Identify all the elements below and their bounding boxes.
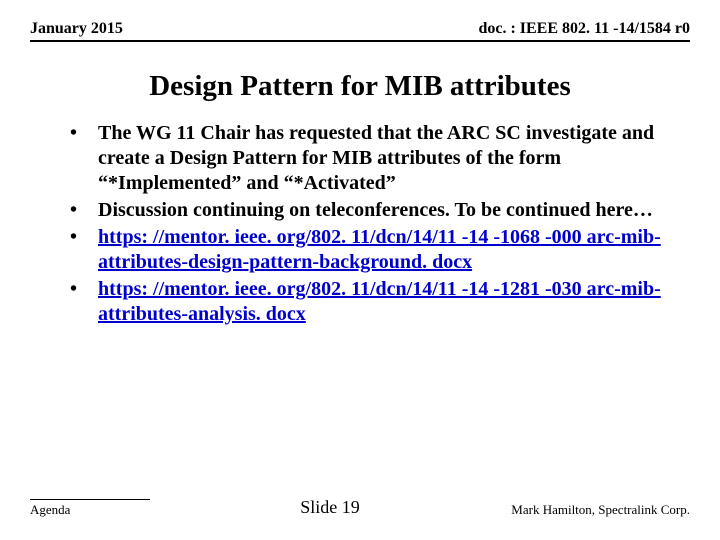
slide-number: Slide 19 xyxy=(150,497,510,518)
header-doc-id: doc. : IEEE 802. 11 -14/1584 r0 xyxy=(478,20,690,38)
footer-author: Mark Hamilton, Spectralink Corp. xyxy=(510,502,690,518)
bullet-item: https: //mentor. ieee. org/802. 11/dcn/1… xyxy=(70,225,690,275)
footer-row: Agenda Slide 19 Mark Hamilton, Spectrali… xyxy=(30,497,690,518)
header-date: January 2015 xyxy=(30,20,123,38)
bullet-item: https: //mentor. ieee. org/802. 11/dcn/1… xyxy=(70,277,690,327)
header-row: January 2015 doc. : IEEE 802. 11 -14/158… xyxy=(30,20,690,42)
page-title: Design Pattern for MIB attributes xyxy=(30,70,690,103)
bullet-link[interactable]: https: //mentor. ieee. org/802. 11/dcn/1… xyxy=(98,226,661,273)
bullet-item: The WG 11 Chair has requested that the A… xyxy=(70,121,690,196)
bullet-text: Discussion continuing on teleconferences… xyxy=(98,199,653,221)
bullet-link[interactable]: https: //mentor. ieee. org/802. 11/dcn/1… xyxy=(98,278,661,325)
footer-left-label: Agenda xyxy=(30,499,150,518)
bullet-list: The WG 11 Chair has requested that the A… xyxy=(70,121,690,327)
bullet-text: The WG 11 Chair has requested that the A… xyxy=(98,122,654,194)
bullet-item: Discussion continuing on teleconferences… xyxy=(70,198,690,223)
